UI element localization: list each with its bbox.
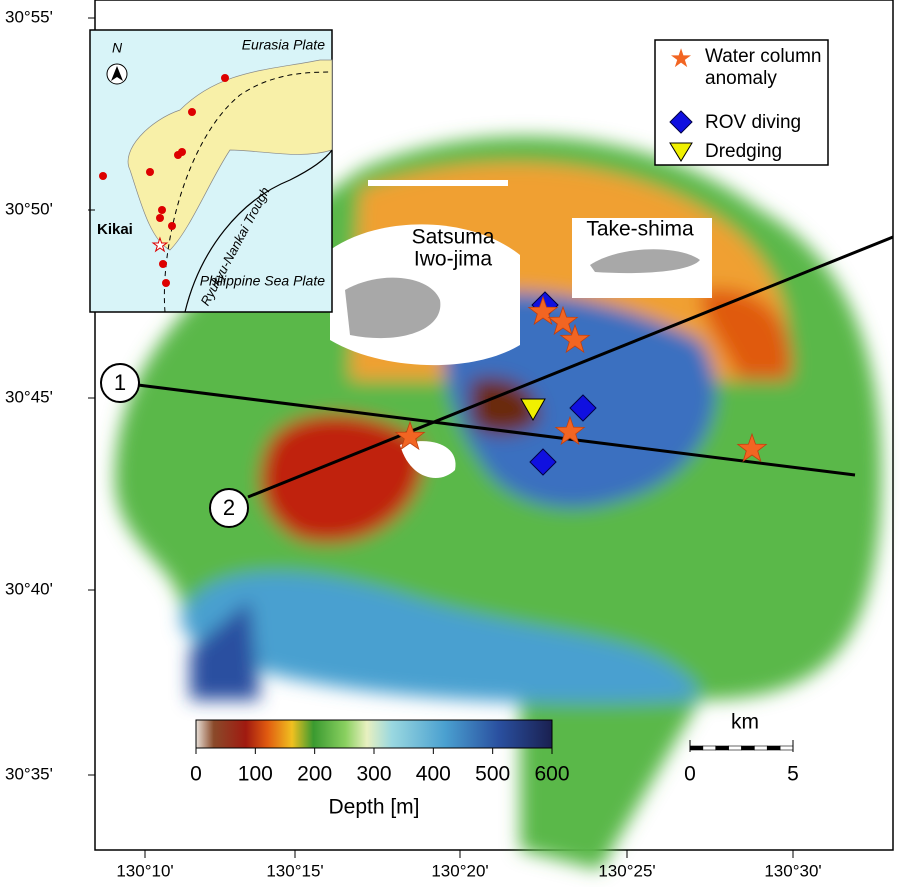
anomaly-marker (554, 415, 586, 446)
island-shinmoe (400, 441, 456, 478)
legend-symbol (669, 110, 693, 134)
north-arrow (111, 66, 123, 81)
north-label: N (112, 40, 123, 56)
colorbar-tick-label: 500 (475, 763, 510, 786)
island-takeshima-land (590, 249, 700, 274)
x-tick-label: 130°15' (266, 861, 323, 880)
rov-marker (529, 448, 557, 476)
scalebar-segment (741, 745, 755, 751)
colorbar-title: Depth [m] (328, 796, 419, 819)
anomaly-marker (559, 323, 591, 354)
anomaly-marker (527, 295, 559, 326)
colorbar-tick-label: 600 (534, 763, 569, 786)
place-label: Satsuma (412, 226, 495, 249)
y-tick-label: 30°55' (5, 7, 53, 26)
scalebar-segment (779, 745, 794, 751)
scalebar-segment (702, 745, 717, 751)
plate-boundary (163, 71, 333, 313)
y-tick-label: 30°45' (5, 387, 53, 406)
colorbar-tick-label: 300 (356, 763, 391, 786)
y-tick-label: 30°35' (5, 764, 53, 783)
anomaly-marker (736, 432, 768, 463)
place-label: Iwo-jima (414, 248, 492, 271)
profile-label: 2 (223, 495, 235, 520)
x-tick-label: 130°20' (431, 861, 488, 880)
profile-marker (209, 488, 249, 528)
scalebar-segment (754, 745, 768, 751)
scalebar-segment (728, 745, 742, 751)
kikai-star: ★ (152, 235, 168, 255)
profile-label: 1 (114, 370, 126, 395)
y-tick-label: 30°50' (5, 199, 53, 218)
colorbar-tick-label: 0 (190, 763, 202, 786)
legend-symbol: ★ (669, 43, 692, 73)
scalebar-segment (766, 745, 781, 751)
colorbar-tick-label: 200 (297, 763, 332, 786)
legend-label: Water column anomaly (705, 46, 822, 89)
x-tick-label: 130°25' (598, 861, 655, 880)
trough (184, 149, 333, 313)
data-gap (368, 180, 508, 186)
scalebar-tick-label: 0 (684, 763, 696, 786)
scalebar-segment (689, 745, 704, 751)
rov-marker (569, 394, 597, 422)
legend-label: ROV diving (705, 112, 802, 133)
inset-volcanoes (99, 74, 229, 287)
inset-label: Eurasia Plate (242, 37, 325, 53)
colorbar-tick-label: 100 (238, 763, 273, 786)
x-tick-label: 130°10' (116, 861, 173, 880)
x-tick-label: 130°30' (764, 861, 821, 880)
scalebar-segment (715, 745, 729, 751)
inset-label: Philippine Sea Plate (200, 273, 326, 289)
colorbar (195, 719, 553, 749)
markers (394, 291, 768, 476)
scalebar-unit: km (731, 711, 759, 734)
scalebar-tick-label: 5 (787, 763, 799, 786)
profile-marker (100, 363, 140, 403)
inset-land (127, 59, 333, 251)
anomaly-marker (394, 420, 426, 451)
colorbar-tick-label: 400 (416, 763, 451, 786)
place-label: Take-shima (586, 218, 694, 241)
legend-label: Dredging (705, 141, 783, 162)
y-tick-label: 30°40' (5, 579, 53, 598)
profile-line (247, 235, 894, 499)
profile-line (137, 383, 856, 477)
anomaly-marker (547, 305, 579, 336)
inset-label: Kikai (97, 221, 133, 238)
island-satsuma-land (345, 277, 441, 339)
dredge-marker (520, 398, 546, 422)
legend-symbol (669, 142, 693, 162)
